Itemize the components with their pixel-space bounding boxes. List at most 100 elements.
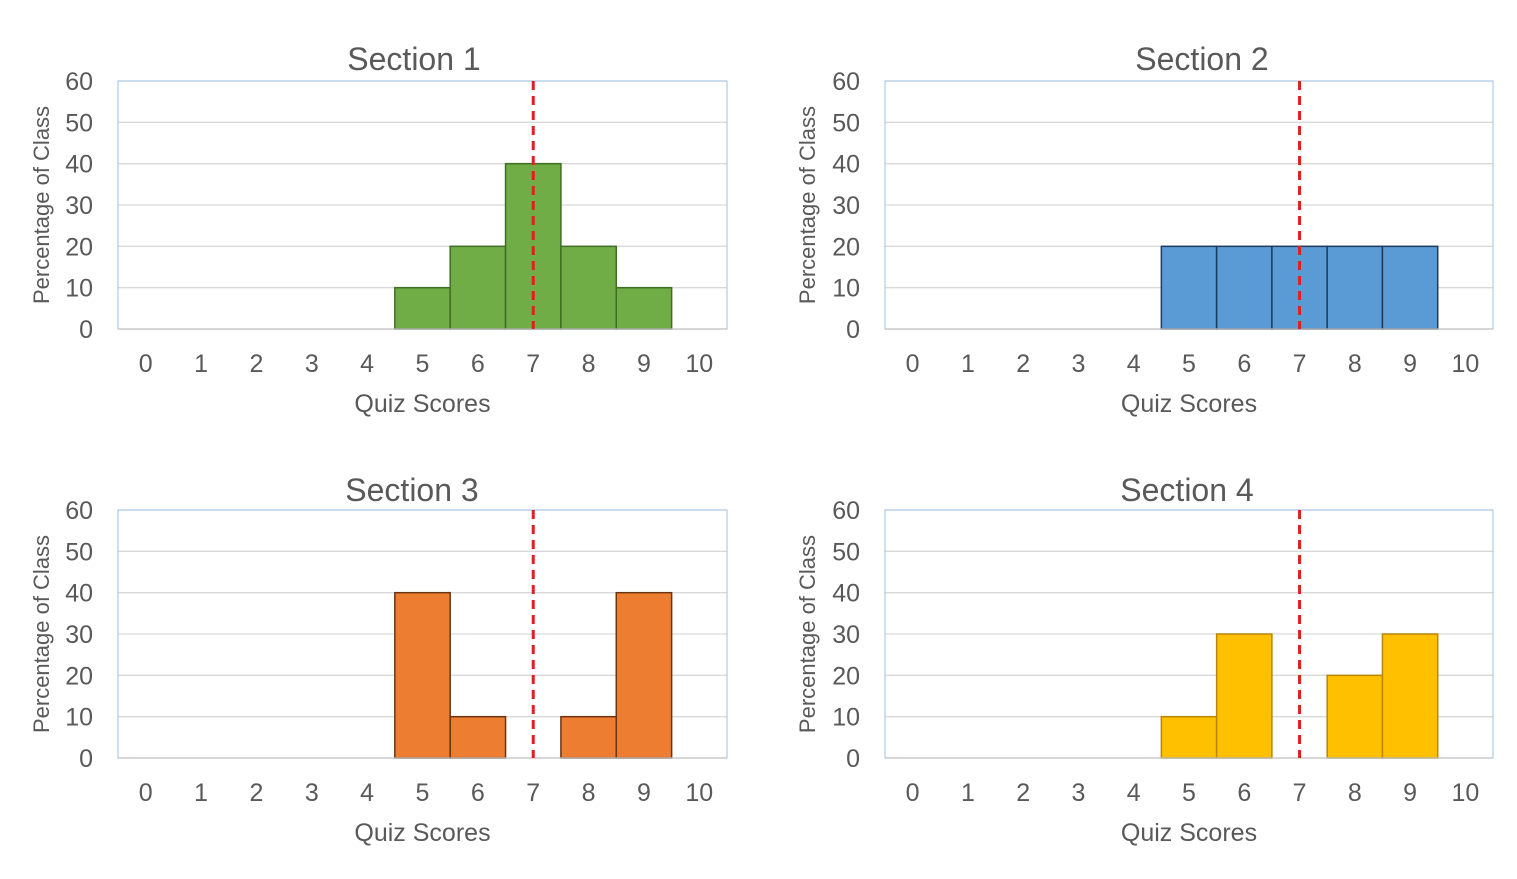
y-tick-label: 40 xyxy=(65,580,93,608)
x-tick-label: 8 xyxy=(582,350,596,378)
x-tick-label: 3 xyxy=(305,350,319,378)
x-tick-label: 5 xyxy=(416,779,430,807)
x-tick-label: 6 xyxy=(1237,350,1251,378)
y-axis-label: Percentage of Class xyxy=(29,106,54,304)
x-tick-label: 6 xyxy=(471,779,485,807)
bar-score-7 xyxy=(1271,245,1328,330)
bar-score-5 xyxy=(394,591,451,759)
x-tick-label: 8 xyxy=(1348,350,1362,378)
y-tick-label: 40 xyxy=(65,151,93,179)
x-tick-label: 1 xyxy=(194,779,208,807)
x-tick-label: 4 xyxy=(1127,350,1141,378)
y-axis-label: Percentage of Class xyxy=(29,535,54,733)
chart-section-1: 0 10 20 30 40 50 60 0 1 2 3 4 5 6 7 8 9 10 Section 1 Quiz S… xyxy=(29,41,728,418)
y-tick-label: 60 xyxy=(65,68,93,96)
x-axis-label: Quiz Scores xyxy=(1121,819,1257,847)
y-tick-label: 40 xyxy=(832,580,860,608)
y-tick-label: 10 xyxy=(832,704,860,732)
chart-title: Section 4 xyxy=(1120,472,1253,508)
bar-score-5 xyxy=(1160,245,1218,330)
y-tick-label: 20 xyxy=(832,662,860,690)
x-tick-label: 7 xyxy=(1293,779,1307,807)
y-tick-label: 30 xyxy=(65,192,93,220)
bar-score-8 xyxy=(560,245,618,330)
x-tick-label: 9 xyxy=(637,779,651,807)
y-tick-label: 10 xyxy=(65,704,93,732)
x-tick-label: 2 xyxy=(1016,350,1030,378)
x-tick-label: 2 xyxy=(249,779,263,807)
x-tick-label: 10 xyxy=(685,350,713,378)
x-tick-label: 2 xyxy=(1016,779,1030,807)
y-tick-label: 20 xyxy=(65,662,93,690)
bar-score-6 xyxy=(449,715,507,759)
chart-title: Section 2 xyxy=(1135,41,1268,77)
x-tick-label: 1 xyxy=(961,350,975,378)
x-tick-label: 0 xyxy=(139,779,153,807)
x-tick-label: 5 xyxy=(1182,350,1196,378)
y-tick-label: 50 xyxy=(65,109,93,137)
bar-score-9 xyxy=(615,591,673,759)
x-tick-label: 0 xyxy=(906,779,920,807)
y-tick-label: 0 xyxy=(79,745,93,773)
bar-score-8 xyxy=(1326,674,1384,759)
y-tick-label: 0 xyxy=(846,316,860,344)
chart-section-3: 0 10 20 30 40 50 60 0 1 2 3 4 5 6 7 8 9 10 Section 3 Quiz S… xyxy=(29,472,728,847)
y-tick-label: 20 xyxy=(65,233,93,261)
y-tick-label: 10 xyxy=(65,275,93,303)
bar-score-8 xyxy=(560,715,618,759)
x-axis-label: Quiz Scores xyxy=(1121,390,1257,418)
x-tick-label: 2 xyxy=(249,350,263,378)
x-tick-label: 4 xyxy=(360,350,374,378)
y-tick-label: 10 xyxy=(832,275,860,303)
y-tick-label: 0 xyxy=(846,745,860,773)
x-tick-label: 7 xyxy=(526,779,540,807)
x-tick-label: 1 xyxy=(961,779,975,807)
x-tick-label: 7 xyxy=(1293,350,1307,378)
x-tick-label: 3 xyxy=(305,779,319,807)
x-tick-label: 9 xyxy=(1403,779,1417,807)
x-tick-label: 6 xyxy=(1237,779,1251,807)
x-tick-label: 10 xyxy=(685,779,713,807)
x-tick-label: 10 xyxy=(1451,350,1479,378)
x-tick-label: 3 xyxy=(1072,779,1086,807)
y-tick-label: 60 xyxy=(65,497,93,525)
y-tick-label: 60 xyxy=(832,497,860,525)
chart-title: Section 3 xyxy=(345,472,478,508)
x-tick-label: 10 xyxy=(1451,779,1479,807)
x-tick-label: 3 xyxy=(1072,350,1086,378)
x-tick-label: 9 xyxy=(637,350,651,378)
x-tick-label: 8 xyxy=(1348,779,1362,807)
bar-score-6 xyxy=(449,245,507,330)
y-tick-label: 50 xyxy=(832,538,860,566)
bar-score-5 xyxy=(1160,715,1218,759)
x-tick-label: 8 xyxy=(582,779,596,807)
y-tick-label: 50 xyxy=(65,538,93,566)
bar-score-9 xyxy=(1381,633,1439,759)
x-axis-label: Quiz Scores xyxy=(354,819,490,847)
chart-title: Section 1 xyxy=(347,41,480,77)
y-tick-label: 60 xyxy=(832,68,860,96)
y-tick-label: 30 xyxy=(65,621,93,649)
x-tick-label: 0 xyxy=(139,350,153,378)
bar-score-5 xyxy=(394,286,451,330)
chart-section-4: 0 10 20 30 40 50 60 0 1 2 3 4 5 6 7 8 9 10 Section 4 Quiz S… xyxy=(795,472,1494,847)
x-tick-label: 1 xyxy=(194,350,208,378)
x-axis-label: Quiz Scores xyxy=(354,390,490,418)
y-axis-label: Percentage of Class xyxy=(795,535,820,733)
bar-score-6 xyxy=(1215,245,1273,330)
x-tick-label: 4 xyxy=(1127,779,1141,807)
x-tick-label: 4 xyxy=(360,779,374,807)
bar-score-6 xyxy=(1215,633,1273,759)
y-tick-label: 40 xyxy=(832,151,860,179)
x-tick-label: 9 xyxy=(1403,350,1417,378)
x-tick-label: 5 xyxy=(416,350,430,378)
bar-score-9 xyxy=(615,286,673,330)
bar-score-9 xyxy=(1381,245,1439,330)
y-tick-label: 30 xyxy=(832,621,860,649)
x-tick-label: 5 xyxy=(1182,779,1196,807)
y-tick-label: 20 xyxy=(832,233,860,261)
y-tick-label: 30 xyxy=(832,192,860,220)
x-tick-label: 7 xyxy=(526,350,540,378)
bar-score-8 xyxy=(1326,245,1384,330)
